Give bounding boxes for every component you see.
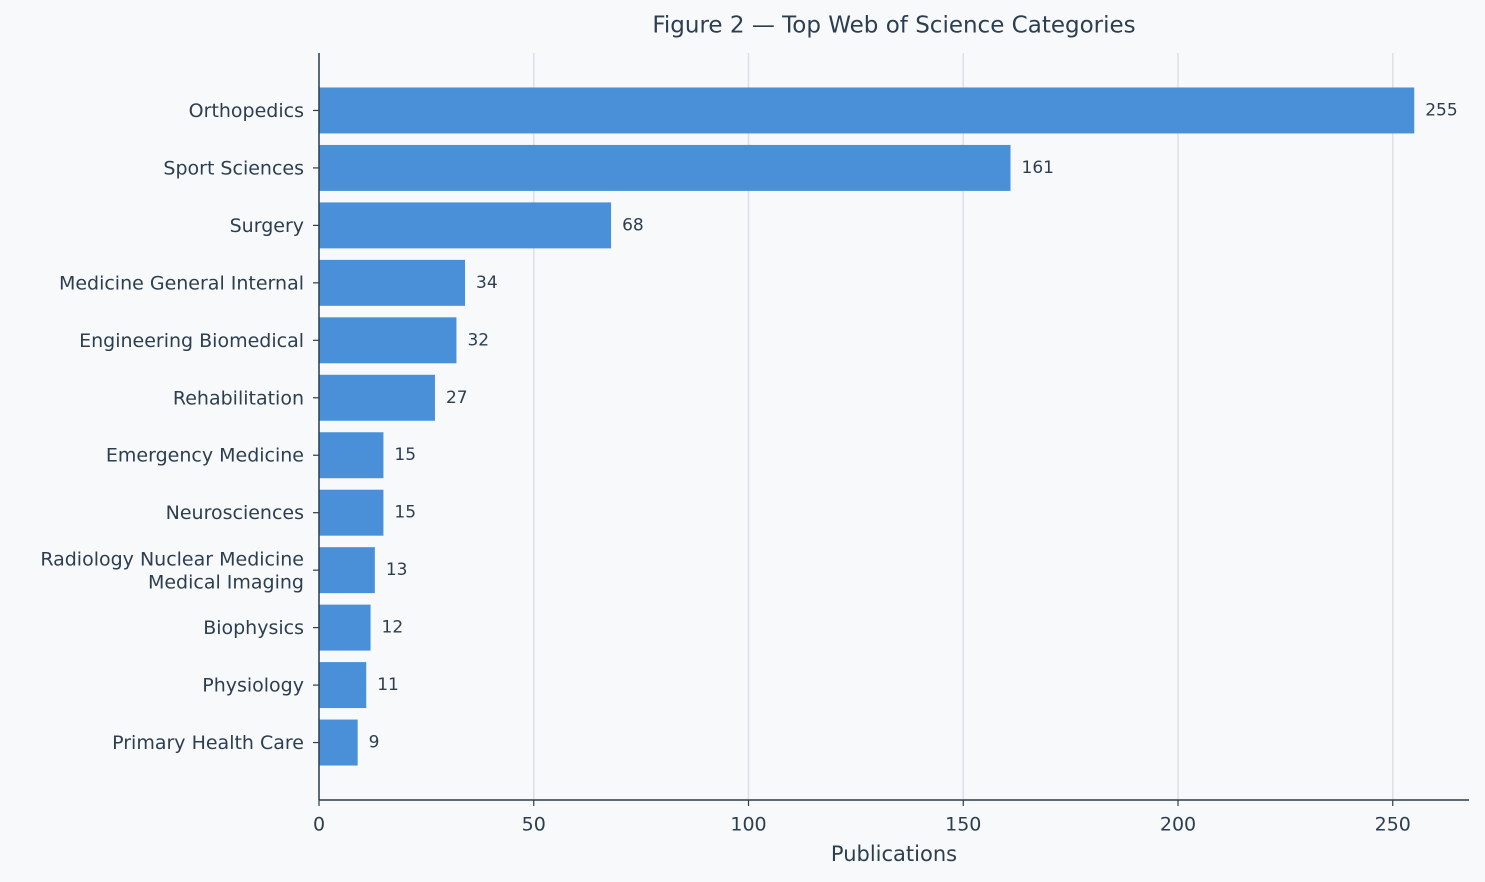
- bar: [319, 374, 435, 421]
- bar: [319, 259, 466, 306]
- bar: [319, 604, 371, 651]
- value-label: 13: [386, 560, 408, 580]
- bar: [319, 662, 367, 709]
- chart-title: Figure 2 — Top Web of Science Categories: [652, 13, 1135, 39]
- y-tick-label: Physiology: [202, 675, 304, 697]
- value-label: 12: [382, 618, 404, 638]
- y-tick-label: Orthopedics: [189, 100, 304, 122]
- x-tick-label: 150: [945, 814, 981, 836]
- y-tick-label: Medicine General Internal: [59, 272, 304, 294]
- bar: [319, 719, 358, 766]
- value-label: 27: [446, 388, 468, 408]
- value-label: 9: [369, 733, 380, 753]
- bar: [319, 317, 457, 364]
- y-tick-label: Rehabilitation: [173, 387, 304, 409]
- y-tick-label: Neurosciences: [166, 502, 304, 524]
- x-tick-label: 250: [1375, 814, 1411, 836]
- x-tick-label: 100: [730, 814, 766, 836]
- value-label: 161: [1022, 158, 1054, 178]
- x-tick-label: 50: [522, 814, 546, 836]
- value-label: 255: [1425, 100, 1457, 120]
- bar: [319, 489, 384, 536]
- y-tick-label: Engineering Biomedical: [79, 330, 304, 352]
- value-label: 34: [476, 273, 498, 293]
- value-label: 15: [394, 445, 416, 465]
- bar: [319, 432, 384, 479]
- x-tick-label: 0: [313, 814, 325, 836]
- value-label: 11: [377, 675, 399, 695]
- y-tick-label: Surgery: [230, 215, 304, 237]
- bar: [319, 547, 375, 594]
- y-tick-label: Radiology Nuclear Medicine Medical Imagin…: [40, 548, 304, 593]
- bar: [319, 202, 612, 249]
- x-axis-label: Publications: [831, 842, 957, 866]
- y-tick-label: Biophysics: [203, 617, 304, 639]
- y-tick-label: Sport Sciences: [163, 157, 304, 179]
- value-label: 15: [394, 503, 416, 523]
- bar: [319, 87, 1415, 134]
- y-tick-label: Emergency Medicine: [106, 445, 304, 467]
- value-label: 68: [622, 215, 644, 235]
- value-label: 32: [467, 330, 489, 350]
- bar: [319, 144, 1011, 191]
- x-tick-label: 200: [1160, 814, 1196, 836]
- y-tick-label: Primary Health Care: [112, 732, 304, 754]
